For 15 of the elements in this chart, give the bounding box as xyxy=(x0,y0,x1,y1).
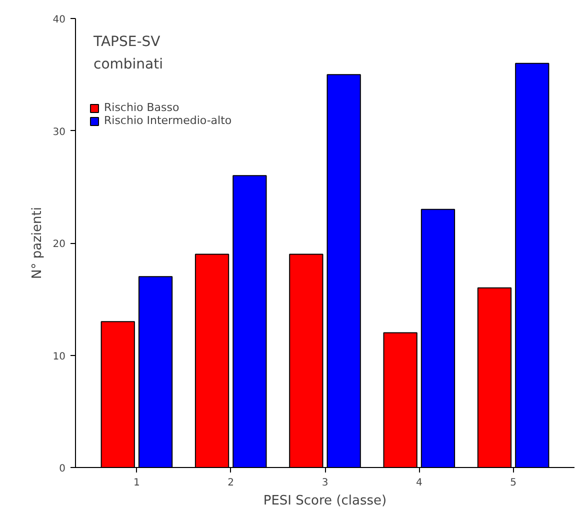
y-tick-label: 10 xyxy=(52,351,66,362)
y-tick-label: 0 xyxy=(59,464,66,474)
y-tick-label: 30 xyxy=(52,126,66,138)
y-tick-label: 20 xyxy=(52,239,66,250)
text: TAPSE-SV combinati xyxy=(92,34,164,72)
legend-label: Rischio Basso xyxy=(104,101,180,114)
x-axis-title: PESI Score (classe) xyxy=(263,494,387,508)
x-tick-label: 4 xyxy=(416,478,422,488)
y-tick-label: 40 xyxy=(52,14,66,26)
x-tick-label: 2 xyxy=(228,478,234,488)
x-tick-label: 5 xyxy=(510,478,516,488)
x-tick-label: 3 xyxy=(322,478,328,488)
legend-label: Rischio Intermedio-alto xyxy=(104,114,232,127)
x-tick-label: 1 xyxy=(134,478,140,488)
y-axis-title: N° pazienti xyxy=(30,207,45,279)
